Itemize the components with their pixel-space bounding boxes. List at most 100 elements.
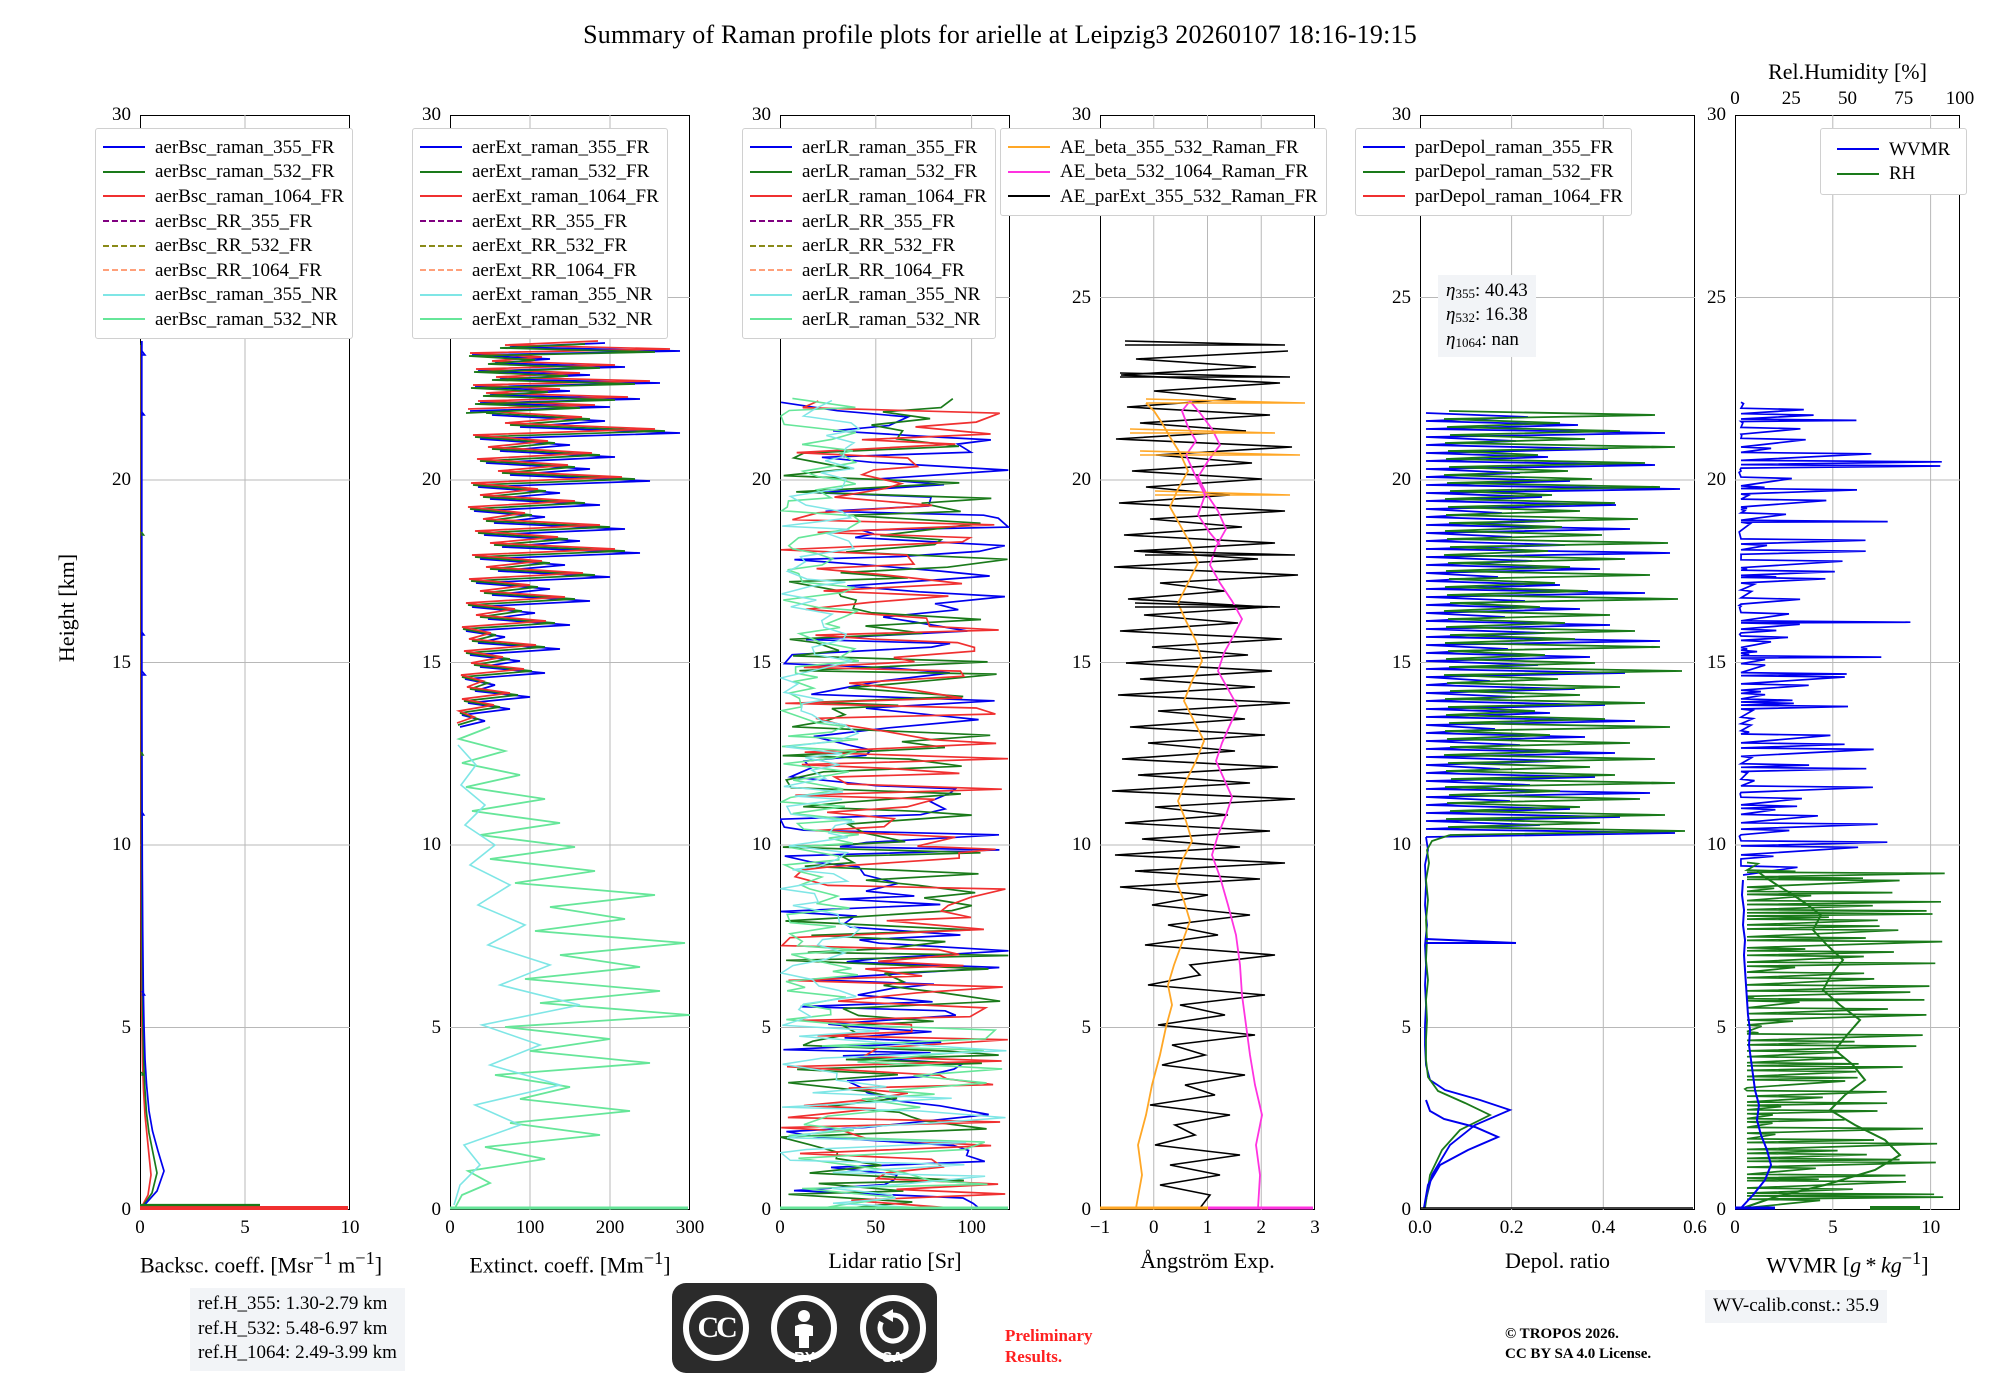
ytick-20: 20 <box>1072 469 1091 490</box>
ytick-30: 30 <box>752 104 771 125</box>
ytick-25: 25 <box>1072 286 1091 308</box>
legend-row-aerbsc_raman_532_nr[interactable]: aerBsc_raman_532_NR <box>103 307 344 332</box>
legend-row-aerext_rr_355_fr[interactable]: aerExt_RR_355_FR <box>420 209 659 234</box>
ref-h-1064: ref.H_1064: 2.49-3.99 km <box>198 1342 397 1364</box>
legend-swatch-aerlr_raman_532_nr <box>750 318 792 321</box>
plot-lidar-ratio <box>780 115 1010 1210</box>
legend-row-pardepol_raman_355_fr[interactable]: parDepol_raman_355_FR <box>1363 135 1623 160</box>
legend-swatch-wvmr <box>1837 148 1879 151</box>
top-xtick-p5-3: 75 <box>1894 88 1914 109</box>
legend-swatch-aerlr_raman_532_fr <box>750 170 792 173</box>
legend-row-ae_beta_355_532_raman_fr[interactable]: AE_beta_355_532_Raman_FR <box>1008 135 1318 160</box>
legend-row-aerext_raman_355_nr[interactable]: aerExt_raman_355_NR <box>420 283 659 308</box>
ytick-5: 5 <box>121 1016 132 1038</box>
legend-swatch-aerbsc_raman_532_fr <box>103 170 145 173</box>
preliminary-note: Preliminary Results. <box>1005 1325 1093 1368</box>
tropos-copyright: © TROPOS 2026. CC BY SA 4.0 License. <box>1505 1325 1651 1364</box>
legend-row-aerlr_raman_355_fr[interactable]: aerLR_raman_355_FR <box>750 135 987 160</box>
legend-swatch-pardepol_raman_1064_fr <box>1363 195 1405 198</box>
xtick-p4-0: 0.0 <box>1408 1217 1432 1238</box>
legend-label-aerlr_rr_532_fr: aerLR_RR_532_FR <box>802 235 956 257</box>
ytick-15: 15 <box>1392 651 1411 673</box>
legend-label-aerlr_raman_532_nr: aerLR_raman_532_NR <box>802 308 981 330</box>
cc-by-label: BY <box>794 1349 815 1366</box>
legend-row-aerbsc_raman_1064_fr[interactable]: aerBsc_raman_1064_FR <box>103 184 344 209</box>
legend-row-aerext_raman_355_fr[interactable]: aerExt_raman_355_FR <box>420 135 659 160</box>
ytick-30: 30 <box>422 104 441 125</box>
legend-row-aerlr_rr_1064_fr[interactable]: aerLR_RR_1064_FR <box>750 258 987 283</box>
legend-row-aerbsc_rr_355_fr[interactable]: aerBsc_RR_355_FR <box>103 209 344 234</box>
legend-row-aerbsc_rr_532_fr[interactable]: aerBsc_RR_532_FR <box>103 233 344 258</box>
legend-row-ae_beta_532_1064_raman_fr[interactable]: AE_beta_532_1064_Raman_FR <box>1008 160 1318 185</box>
legend-swatch-aerext_raman_355_fr <box>420 146 462 149</box>
legend-swatch-pardepol_raman_532_fr <box>1363 170 1405 173</box>
legend-row-aerext_rr_1064_fr[interactable]: aerExt_RR_1064_FR <box>420 258 659 283</box>
cc-license-badge[interactable]: CC BY SA <box>672 1283 937 1373</box>
panel-depol: 0 5 10 15 20 25 30 0.0 0.2 0.4 0.6 Depol… <box>1392 104 1707 1273</box>
ylabel-height: Height [km] <box>54 553 79 663</box>
legend-swatch-aerbsc_rr_355_fr <box>103 220 145 223</box>
legend-swatch-aerbsc_raman_355_nr <box>103 293 145 296</box>
xtick-p3-4: 3 <box>1310 1217 1320 1238</box>
share-alike-icon <box>877 1309 909 1344</box>
legend-swatch-aerext_rr_355_fr <box>420 220 462 223</box>
legend-label-ae_beta_532_1064_raman_fr: AE_beta_532_1064_Raman_FR <box>1060 161 1309 183</box>
legend-row-wvmr[interactable]: WVMR <box>1837 137 1950 162</box>
ytick-20: 20 <box>1707 469 1726 490</box>
xtick-p1-0: 0 <box>445 1217 455 1238</box>
legend-row-pardepol_raman_532_fr[interactable]: parDepol_raman_532_FR <box>1363 160 1623 185</box>
legend-row-aerbsc_rr_1064_fr[interactable]: aerBsc_RR_1064_FR <box>103 258 344 283</box>
legend-row-aerext_raman_532_fr[interactable]: aerExt_raman_532_FR <box>420 160 659 185</box>
legend-row-aerlr_raman_1064_fr[interactable]: aerLR_raman_1064_FR <box>750 184 987 209</box>
legend-swatch-ae_beta_532_1064_raman_fr <box>1008 170 1050 173</box>
legend-swatch-aerext_raman_532_fr <box>420 170 462 173</box>
legend-label-aerext_rr_532_fr: aerExt_RR_532_FR <box>472 235 628 257</box>
legend-row-aerlr_raman_355_nr[interactable]: aerLR_raman_355_NR <box>750 283 987 308</box>
legend-row-ae_parext_355_532_raman_fr[interactable]: AE_parExt_355_532_Raman_FR <box>1008 184 1318 209</box>
legend-label-wvmr: WVMR <box>1889 138 1951 160</box>
legend-row-aerbsc_raman_355_fr[interactable]: aerBsc_raman_355_FR <box>103 135 344 160</box>
xlabel-extinction: Extinct. coeff. [Mm−1] <box>469 1248 671 1278</box>
ytick-10: 10 <box>1072 834 1091 855</box>
tropos-line-2: CC BY SA 4.0 License. <box>1505 1345 1652 1362</box>
legend-row-aerext_raman_1064_fr[interactable]: aerExt_raman_1064_FR <box>420 184 659 209</box>
ytick-5: 5 <box>1081 1016 1092 1038</box>
legend-row-rh[interactable]: RH <box>1837 162 1950 187</box>
ytick-20: 20 <box>112 469 131 490</box>
legend-lidar-ratio: aerLR_raman_355_FR aerLR_raman_532_FR aerL… <box>742 128 996 339</box>
legend-row-aerext_raman_532_nr[interactable]: aerExt_raman_532_NR <box>420 307 659 332</box>
xtick-p5-1: 5 <box>1828 1217 1838 1238</box>
legend-label-aerlr_rr_1064_fr: aerLR_RR_1064_FR <box>802 259 965 281</box>
ytick-5: 5 <box>761 1016 772 1038</box>
legend-row-pardepol_raman_1064_fr[interactable]: parDepol_raman_1064_FR <box>1363 184 1623 209</box>
legend-label-aerlr_rr_355_fr: aerLR_RR_355_FR <box>802 210 956 232</box>
legend-row-aerlr_rr_532_fr[interactable]: aerLR_RR_532_FR <box>750 233 987 258</box>
legend-row-aerbsc_raman_532_fr[interactable]: aerBsc_raman_532_FR <box>103 160 344 185</box>
legend-label-aerlr_raman_1064_fr: aerLR_raman_1064_FR <box>802 185 987 207</box>
xtick-p0-1: 5 <box>240 1217 250 1238</box>
legend-label-aerbsc_raman_532_nr: aerBsc_raman_532_NR <box>155 308 338 330</box>
eta-355-sub: 355 <box>1455 286 1475 301</box>
top-xtick-p5-1: 25 <box>1781 88 1801 109</box>
ytick-5: 5 <box>1401 1016 1412 1038</box>
legend-row-aerext_rr_532_fr[interactable]: aerExt_RR_532_FR <box>420 233 659 258</box>
legend-label-pardepol_raman_1064_fr: parDepol_raman_1064_FR <box>1415 185 1623 207</box>
xtick-p4-2: 0.4 <box>1591 1217 1616 1238</box>
legend-label-aerext_rr_355_fr: aerExt_RR_355_FR <box>472 210 628 232</box>
legend-row-aerlr_rr_355_fr[interactable]: aerLR_RR_355_FR <box>750 209 987 234</box>
eta-1064-value: : nan <box>1481 328 1519 350</box>
legend-label-aerext_raman_532_nr: aerExt_raman_532_NR <box>472 308 653 330</box>
eta-355-value: : 40.43 <box>1474 280 1528 301</box>
legend-wvmr: WVMR RH <box>1820 128 1968 196</box>
legend-row-aerlr_raman_532_fr[interactable]: aerLR_raman_532_FR <box>750 160 987 185</box>
xtick-p3-2: 1 <box>1202 1217 1213 1238</box>
legend-angstrom: AE_beta_355_532_Raman_FR AE_beta_532_1064… <box>1000 128 1327 216</box>
legend-label-aerbsc_rr_1064_fr: aerBsc_RR_1064_FR <box>155 259 322 281</box>
legend-row-aerlr_raman_532_nr[interactable]: aerLR_raman_532_NR <box>750 307 987 332</box>
legend-label-aerext_raman_532_fr: aerExt_raman_532_FR <box>472 161 650 183</box>
ytick-15: 15 <box>1707 651 1726 673</box>
legend-swatch-aerbsc_raman_1064_fr <box>103 195 145 198</box>
ytick-20: 20 <box>1392 469 1411 490</box>
cc-by-icon: BY <box>768 1292 840 1366</box>
legend-row-aerbsc_raman_355_nr[interactable]: aerBsc_raman_355_NR <box>103 283 344 308</box>
